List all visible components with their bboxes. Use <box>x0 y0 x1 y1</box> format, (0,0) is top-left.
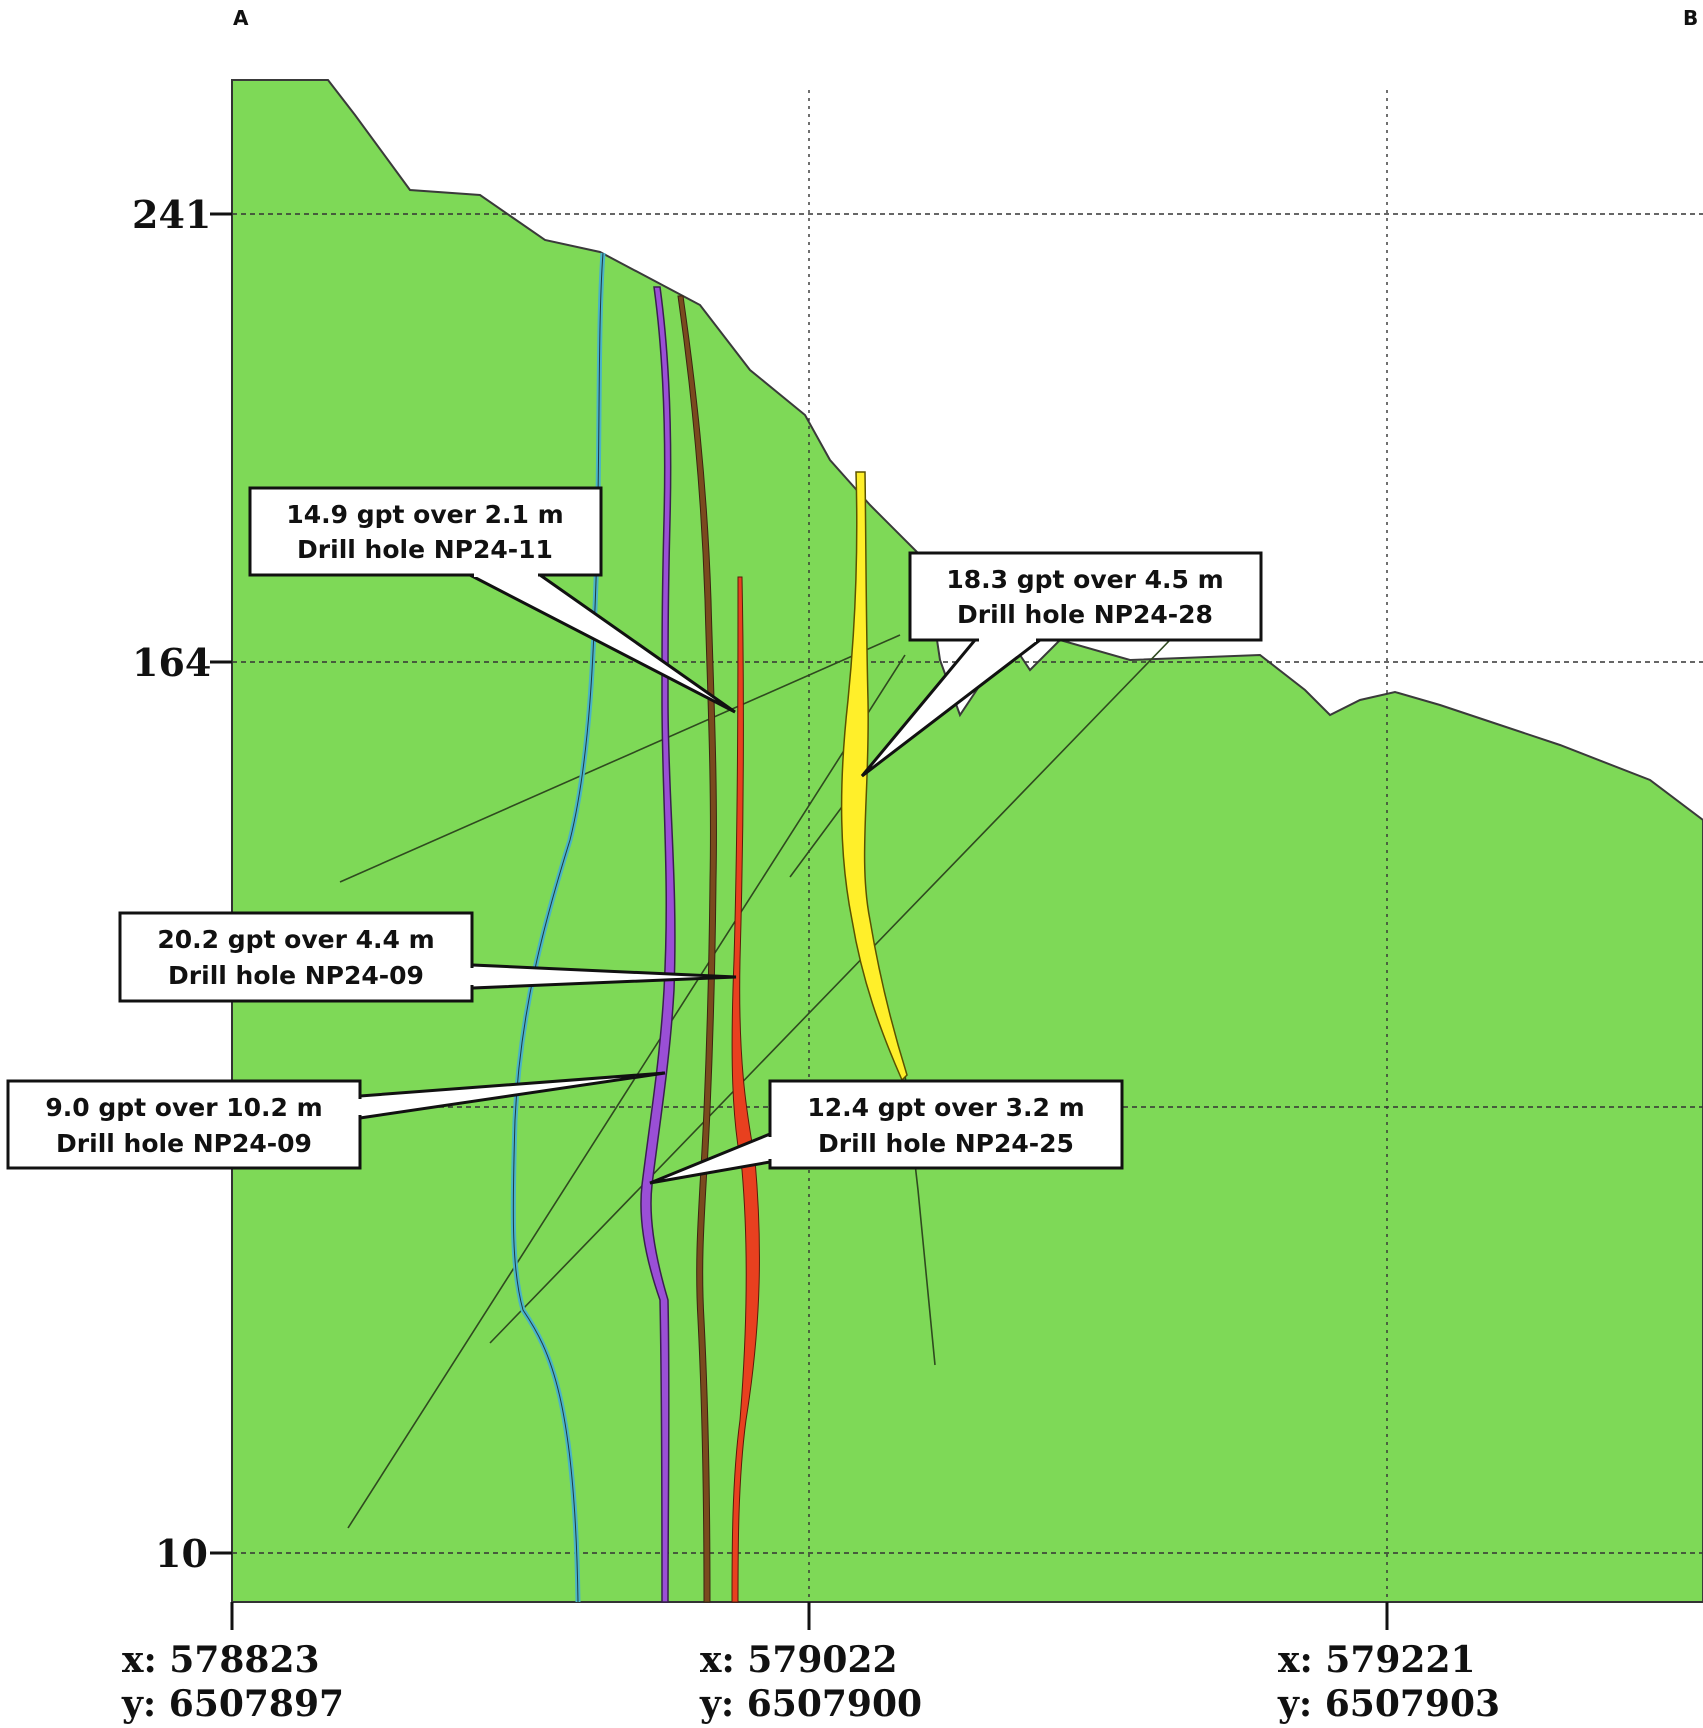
coord-x-1: x: 578823 <box>122 1639 320 1681</box>
callout-line1: 12.4 gpt over 3.2 m <box>807 1093 1084 1122</box>
elevation-label-10: 10 <box>155 1531 208 1576</box>
callout-box <box>118 911 474 1003</box>
callout-line1: 9.0 gpt over 10.2 m <box>45 1093 322 1122</box>
section-start-label: A <box>233 6 249 30</box>
callout-box <box>908 551 1263 642</box>
callout-box <box>768 1079 1124 1170</box>
drill-trace-angled-3 <box>489 639 1171 1344</box>
callout-line1: 18.3 gpt over 4.5 m <box>946 565 1223 594</box>
coord-x-2: x: 579022 <box>700 1639 898 1681</box>
callout-line1: 20.2 gpt over 4.4 m <box>157 925 434 954</box>
coord-y-2: y: 6507900 <box>699 1683 922 1725</box>
callout-np24-11: 14.9 gpt over 2.1 m Drill hole NP24-11 <box>248 486 736 714</box>
section-end-label: B <box>1683 6 1698 30</box>
coord-y-3: y: 6507903 <box>1277 1683 1500 1725</box>
ground-profile <box>231 79 1703 1603</box>
callout-line2: Drill hole NP24-25 <box>818 1129 1074 1158</box>
callout-np24-09-a: 20.2 gpt over 4.4 m Drill hole NP24-09 <box>118 911 737 1003</box>
vein-purple <box>640 286 676 1603</box>
grid <box>232 213 1703 1554</box>
coordinate-labels: x: 578823 y: 6507897 x: 579022 y: 650790… <box>121 1639 1500 1725</box>
coord-y-1: y: 6507897 <box>121 1683 344 1725</box>
elevation-label-241: 241 <box>132 192 211 237</box>
callout-box <box>248 486 603 577</box>
vein-brown <box>677 295 717 1603</box>
callout-np24-09-b: 9.0 gpt over 10.2 m Drill hole NP24-09 <box>6 1071 666 1170</box>
drill-traces <box>339 634 1171 1529</box>
callout-np24-25: 12.4 gpt over 3.2 m Drill hole NP24-25 <box>649 1079 1124 1185</box>
callout-line1: 14.9 gpt over 2.1 m <box>286 500 563 529</box>
coord-x-3: x: 579221 <box>1278 1639 1476 1681</box>
drill-trace-angled-2 <box>347 654 906 1529</box>
drill-trace-angled-1 <box>339 634 901 883</box>
callout-line2: Drill hole NP24-28 <box>957 600 1213 629</box>
callout-line2: Drill hole NP24-09 <box>168 961 424 990</box>
callout-box <box>6 1079 362 1170</box>
elevation-label-164: 164 <box>132 640 211 685</box>
callout-line2: Drill hole NP24-11 <box>297 535 553 564</box>
callout-np24-28: 18.3 gpt over 4.5 m Drill hole NP24-28 <box>860 551 1263 778</box>
callout-line2: Drill hole NP24-09 <box>56 1129 312 1158</box>
vein-yellow <box>840 471 908 1082</box>
